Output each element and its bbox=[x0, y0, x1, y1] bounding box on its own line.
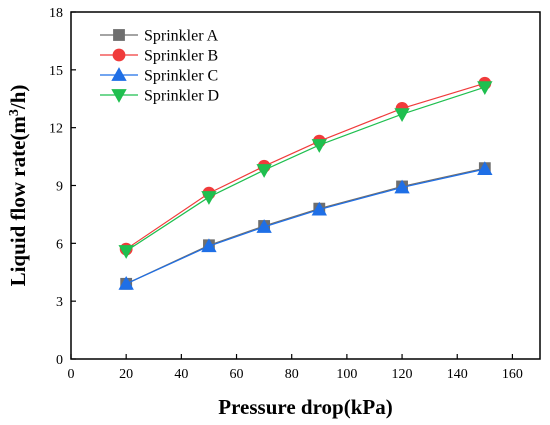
y-tick-label: 9 bbox=[56, 180, 63, 195]
x-axis-title: Pressure drop(kPa) bbox=[218, 395, 392, 419]
series-sprinkler-c bbox=[118, 161, 493, 290]
legend-label: Sprinkler D bbox=[144, 88, 219, 105]
y-axis-title: Liquid flow rate(m3/h) bbox=[6, 85, 30, 287]
data-point bbox=[394, 179, 410, 194]
series-line bbox=[125, 86, 486, 252]
x-tick-label: 0 bbox=[68, 367, 75, 382]
legend-entry: Sprinkler A bbox=[100, 28, 219, 45]
series-line bbox=[125, 168, 485, 285]
legend-label: Sprinkler B bbox=[144, 48, 218, 65]
legend-entry: Sprinkler B bbox=[100, 48, 218, 65]
data-point bbox=[311, 139, 327, 153]
series-sprinkler-a bbox=[120, 162, 491, 290]
y-axis-title-end: /h) bbox=[6, 85, 30, 111]
legend-marker bbox=[111, 89, 127, 103]
y-tick-label: 18 bbox=[49, 6, 63, 21]
series-line bbox=[125, 82, 485, 250]
series-line bbox=[125, 167, 485, 285]
y-tick-label: 12 bbox=[49, 122, 63, 137]
legend-entry: Sprinkler D bbox=[100, 88, 219, 105]
legend-marker bbox=[112, 48, 126, 62]
y-tick-label: 6 bbox=[56, 237, 63, 252]
data-point bbox=[311, 201, 327, 216]
y-tick-label: 3 bbox=[56, 295, 63, 310]
legend-label: Sprinkler C bbox=[144, 68, 218, 85]
x-tick-label: 100 bbox=[336, 367, 357, 382]
y-axis-title-main: Liquid flow rate(m bbox=[6, 116, 30, 287]
data-point bbox=[256, 164, 272, 178]
data-point bbox=[394, 108, 410, 122]
data-point bbox=[256, 219, 272, 233]
legend: Sprinkler A Sprinkler B Sprinkler C Sprinkl… bbox=[100, 28, 219, 105]
plot-frame bbox=[70, 11, 541, 360]
series-sprinkler-d bbox=[118, 81, 493, 259]
y-axis-title-superscript: 3 bbox=[7, 109, 22, 116]
data-point bbox=[118, 275, 134, 290]
data-point bbox=[201, 238, 217, 253]
y-tick-label: 15 bbox=[49, 64, 63, 79]
x-tick-label: 40 bbox=[174, 367, 188, 382]
legend-label: Sprinkler A bbox=[144, 28, 219, 45]
axis-ticks: 0 20 40 60 80 100 120 140 160 0 3 6 9 12 15 18 bbox=[49, 6, 523, 382]
x-tick-label: 20 bbox=[119, 367, 133, 382]
x-tick-label: 120 bbox=[392, 367, 413, 382]
legend-marker bbox=[113, 29, 125, 41]
legend-marker bbox=[111, 67, 127, 81]
data-point bbox=[118, 245, 134, 259]
data-point bbox=[477, 161, 493, 176]
series-layer bbox=[118, 76, 493, 290]
x-tick-label: 140 bbox=[447, 367, 468, 382]
y-tick-label: 0 bbox=[56, 353, 63, 368]
x-tick-label: 160 bbox=[502, 367, 523, 382]
x-tick-label: 60 bbox=[230, 367, 244, 382]
data-point bbox=[477, 81, 493, 96]
data-point bbox=[201, 191, 217, 205]
legend-entry: Sprinkler C bbox=[100, 67, 218, 85]
x-tick-label: 80 bbox=[285, 367, 299, 382]
